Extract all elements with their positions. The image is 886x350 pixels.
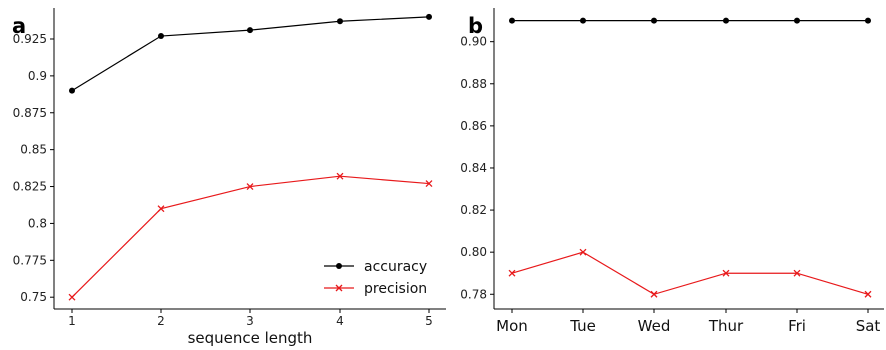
y-tick-label: 0.86 [460, 119, 487, 133]
y-tick-label: 0.925 [13, 32, 47, 46]
x-tick-label: Mon [496, 317, 528, 335]
y-tick-label: 0.85 [20, 143, 47, 157]
x-tick-label: 1 [68, 314, 76, 328]
data-point-accuracy [337, 18, 343, 25]
x-tick-label: 4 [336, 314, 344, 328]
x-tick-label: Sat [856, 317, 881, 335]
panel-b-x-ticks: Mon Tue Wed Thur Fri Sat [496, 309, 880, 335]
x-tick-label: Thur [708, 317, 744, 335]
data-point-precision [722, 269, 730, 277]
y-tick-label: 0.88 [460, 77, 487, 91]
data-point-precision [579, 248, 587, 256]
y-tick-label: 0.84 [460, 161, 487, 175]
x-tick-label: Tue [569, 317, 596, 335]
data-point-accuracy [794, 17, 800, 24]
data-point-precision [246, 183, 254, 190]
legend-accuracy-label: accuracy [364, 259, 427, 275]
y-tick-label: 0.875 [13, 106, 47, 120]
x-tick-label: 3 [246, 314, 254, 328]
x-tick-label: Wed [638, 317, 671, 335]
y-tick-label: 0.8 [28, 216, 47, 230]
panel-a: a 0.75 0.775 0.8 0.825 0.85 0.875 0.9 0.925 1 2 3… [12, 8, 446, 347]
data-point-accuracy [247, 27, 253, 34]
data-point-precision [68, 293, 76, 301]
series-line-precision [71, 175, 430, 298]
x-tick-label: Fri [788, 317, 806, 335]
panel-b-y-ticks: 0.78 0.80 0.82 0.84 0.86 0.88 0.90 [460, 35, 494, 301]
panel-a-y-ticks: 0.75 0.775 0.8 0.825 0.85 0.875 0.9 0.925 [13, 32, 54, 304]
y-tick-label: 0.90 [460, 35, 487, 49]
y-tick-label: 0.82 [460, 203, 487, 217]
panel-b-series [508, 17, 872, 298]
x-tick-label: 2 [157, 314, 165, 328]
panel-a-legend: accuracy precision [324, 259, 427, 297]
y-tick-label: 0.80 [460, 245, 487, 259]
data-point-accuracy [509, 17, 515, 24]
panel-a-x-ticks: 1 2 3 4 5 [68, 309, 433, 328]
data-point-precision [793, 269, 801, 277]
data-point-precision [864, 290, 872, 298]
data-point-accuracy [865, 17, 871, 24]
panel-a-series [68, 13, 433, 301]
y-tick-label: 0.75 [20, 290, 47, 304]
x-tick-label: 5 [425, 314, 433, 328]
data-point-precision [425, 180, 433, 188]
y-tick-label: 0.775 [13, 253, 47, 267]
legend-precision-label: precision [364, 281, 427, 297]
data-point-accuracy [651, 17, 657, 24]
data-point-accuracy [580, 17, 586, 24]
y-tick-label: 0.825 [13, 180, 47, 194]
data-point-accuracy [723, 17, 729, 24]
legend-precision-marker [335, 284, 343, 292]
panel-a-letter: a [12, 14, 26, 38]
data-point-precision [650, 290, 658, 298]
panel-b-letter: b [468, 14, 483, 38]
data-point-precision [157, 205, 165, 213]
panel-a-x-axis-title: sequence length [188, 329, 313, 347]
panel-b: b 0.78 0.80 0.82 0.84 0.86 0.88 0.90 Mon Tue Wed… [460, 8, 884, 335]
data-point-precision [336, 172, 344, 180]
y-tick-label: 0.78 [460, 287, 487, 301]
data-point-accuracy [158, 33, 164, 40]
data-point-precision [508, 269, 516, 277]
series-line-precision [511, 251, 869, 295]
legend-accuracy-marker [336, 263, 342, 269]
y-tick-label: 0.9 [28, 69, 47, 83]
data-point-accuracy [69, 87, 75, 94]
data-point-accuracy [426, 13, 432, 20]
